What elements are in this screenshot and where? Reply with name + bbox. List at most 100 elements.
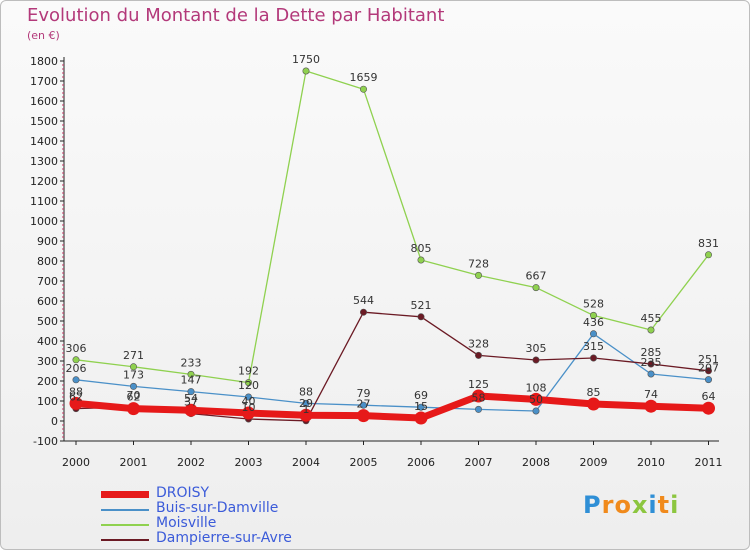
data-point <box>299 408 313 422</box>
y-tick-label: 1300 <box>30 155 58 168</box>
y-tick-label: 200 <box>37 375 58 388</box>
legend-label: DROISY <box>156 485 210 501</box>
data-label: 85 <box>587 386 601 399</box>
data-label: 271 <box>123 349 144 362</box>
data-point <box>417 313 425 321</box>
data-label: 62 <box>69 391 83 404</box>
data-label: 455 <box>641 312 662 325</box>
legend-swatch <box>101 539 149 541</box>
data-label: 173 <box>123 368 144 381</box>
logo-letter: i <box>670 491 680 519</box>
data-point <box>417 256 425 264</box>
legend-swatch <box>101 509 149 511</box>
data-point <box>702 401 715 415</box>
data-point <box>529 392 543 406</box>
x-tick-label: 2009 <box>580 456 608 469</box>
data-label: 207 <box>698 362 719 375</box>
y-tick-label: 1800 <box>30 55 58 68</box>
data-point <box>359 85 367 93</box>
proxiti-logo: Proxiti <box>583 491 679 519</box>
data-point <box>414 411 428 425</box>
data-point <box>69 396 83 410</box>
data-point <box>474 271 482 279</box>
data-point <box>302 399 310 407</box>
data-label: 805 <box>411 242 432 255</box>
y-tick-label: -100 <box>33 435 58 448</box>
legend-label: Moisville <box>156 515 217 531</box>
data-point <box>589 330 597 338</box>
data-point <box>589 354 597 362</box>
x-tick-label: 2006 <box>407 456 435 469</box>
data-label: 1 <box>303 403 310 416</box>
data-label: 15 <box>414 400 428 413</box>
x-tick-label: 2008 <box>522 456 550 469</box>
data-point <box>187 370 195 378</box>
y-tick-label: 100 <box>37 395 58 408</box>
chart-title: Evolution du Montant de la Dette par Hab… <box>27 5 445 26</box>
data-point <box>532 407 540 415</box>
data-point <box>587 397 600 411</box>
y-tick-label: 700 <box>37 275 58 288</box>
data-label: 315 <box>583 340 604 353</box>
series-line-Moisville <box>75 70 710 384</box>
data-point <box>245 379 253 387</box>
logo-letter: P <box>583 491 602 519</box>
data-label: 528 <box>583 297 604 310</box>
data-point <box>474 351 482 359</box>
data-label: 37 <box>184 396 198 409</box>
data-point <box>704 367 712 375</box>
x-tick-label: 2004 <box>292 456 320 469</box>
data-label: 235 <box>641 356 662 369</box>
data-label: 147 <box>181 374 202 387</box>
data-label: 108 <box>526 381 547 394</box>
data-label: 120 <box>238 379 259 392</box>
data-label: 251 <box>698 353 719 366</box>
data-label: 79 <box>357 387 371 400</box>
data-point <box>647 360 655 368</box>
data-label: 40 <box>242 395 256 408</box>
y-tick-label: 400 <box>37 335 58 348</box>
data-label: 667 <box>526 270 547 283</box>
data-point <box>127 402 140 416</box>
data-label: 1750 <box>292 53 320 66</box>
data-label: 27 <box>357 398 371 411</box>
data-label: 436 <box>583 316 604 329</box>
data-label: 88 <box>299 385 313 398</box>
data-point <box>187 388 195 396</box>
data-label: 306 <box>66 342 87 355</box>
data-point <box>647 326 655 334</box>
x-tick-label: 2000 <box>62 456 90 469</box>
data-point <box>704 251 712 259</box>
x-tick-label: 2010 <box>637 456 665 469</box>
data-label: 328 <box>468 337 489 350</box>
y-tick-label: 500 <box>37 315 58 328</box>
data-point <box>72 376 80 384</box>
data-label: 192 <box>238 365 259 378</box>
x-tick-label: 2002 <box>177 456 205 469</box>
data-point <box>245 393 253 401</box>
data-label: 521 <box>411 299 432 312</box>
data-label: 1659 <box>350 71 378 84</box>
data-label: 58 <box>472 391 486 404</box>
data-label: 10 <box>242 401 256 414</box>
data-point <box>472 389 485 403</box>
data-label: 125 <box>468 378 489 391</box>
series-line-Buis-sur-Damville <box>75 333 709 412</box>
data-point <box>359 308 367 316</box>
data-label: 233 <box>181 356 202 369</box>
data-point <box>417 403 425 411</box>
data-label: 831 <box>698 237 719 250</box>
data-point <box>302 67 310 75</box>
y-tick-label: 800 <box>37 255 58 268</box>
data-point <box>589 311 597 319</box>
data-label: 74 <box>644 388 658 401</box>
data-point <box>532 356 540 364</box>
data-label: 305 <box>526 342 547 355</box>
data-label: 54 <box>184 392 198 405</box>
data-label: 64 <box>702 390 716 403</box>
data-point <box>644 399 658 413</box>
x-tick-label: 2011 <box>695 456 723 469</box>
data-point <box>359 401 367 409</box>
y-tick-label: 0 <box>51 415 58 428</box>
